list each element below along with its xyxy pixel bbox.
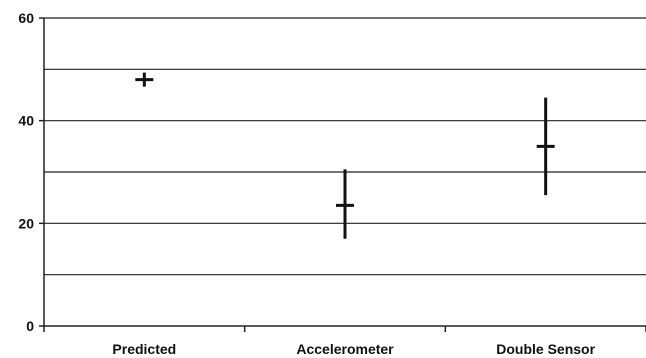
y-tick-label: 60 <box>18 10 34 26</box>
x-category-labels: Predicted Accelerometer Double Sensor <box>112 341 595 357</box>
data-point <box>336 169 354 238</box>
data-point <box>135 73 153 87</box>
y-tick-label: 40 <box>18 113 34 129</box>
data-marks <box>135 73 554 239</box>
y-tick-label: 0 <box>26 318 34 334</box>
x-category-label: Predicted <box>112 341 176 357</box>
y-tick-labels: 0 20 40 60 <box>18 10 44 334</box>
y-tick-label: 20 <box>18 215 34 231</box>
x-category-label: Double Sensor <box>496 341 595 357</box>
x-category-label: Accelerometer <box>296 341 394 357</box>
data-point <box>537 98 555 196</box>
x-category-ticks <box>44 326 646 332</box>
